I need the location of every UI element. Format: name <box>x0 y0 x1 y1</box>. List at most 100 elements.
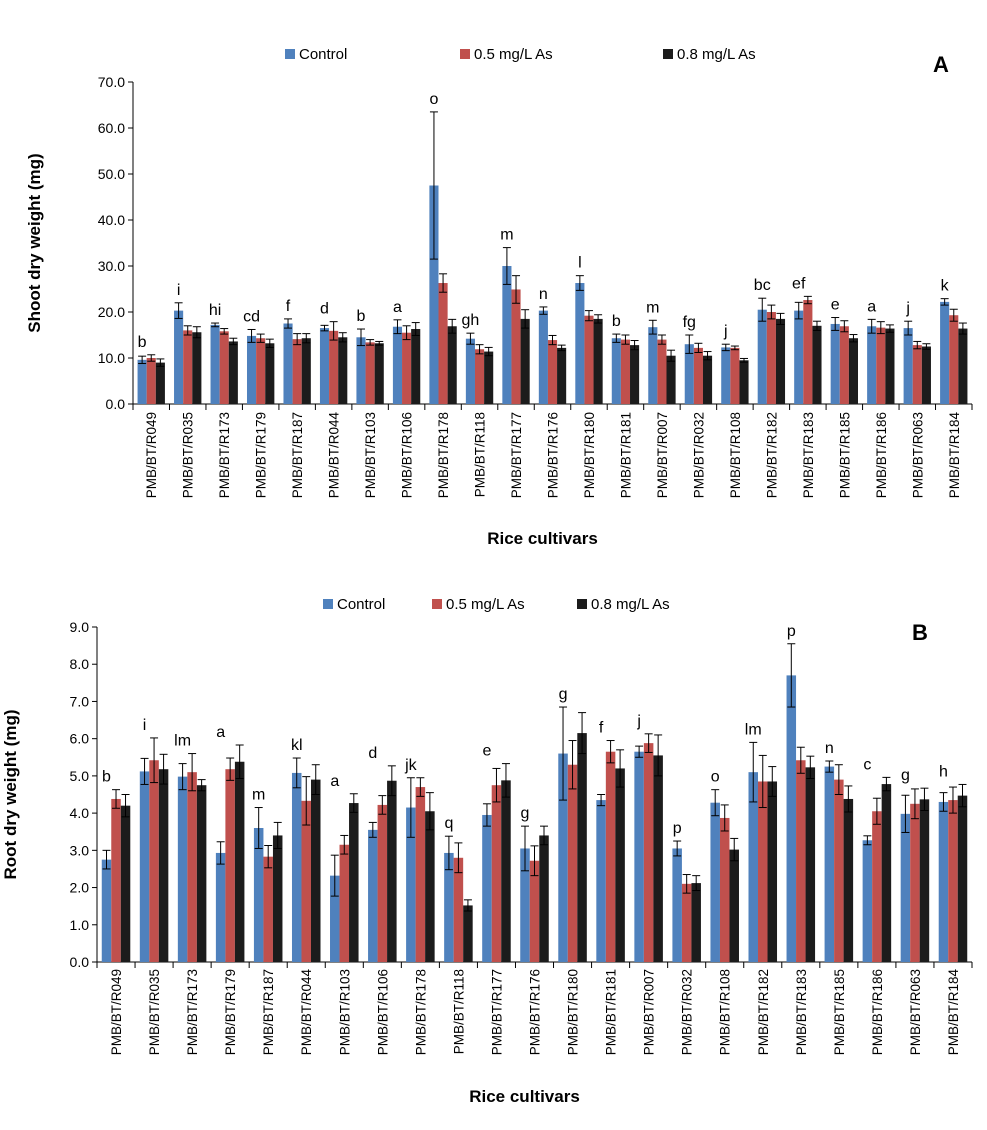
significance-letter: kl <box>291 737 303 754</box>
significance-letter: j <box>723 323 728 340</box>
y-tick-label: 2.0 <box>70 880 90 896</box>
bar <box>183 330 193 404</box>
y-tick-label: 10.0 <box>98 350 125 366</box>
bar <box>786 675 797 962</box>
x-tick-label: PMB/BT/R180 <box>566 969 581 1055</box>
bar <box>192 332 202 404</box>
bar <box>567 764 578 962</box>
bar <box>501 780 511 962</box>
bar <box>796 760 806 962</box>
x-tick-label: PMB/BT/R007 <box>642 969 657 1055</box>
significance-letter: g <box>559 686 568 703</box>
bar <box>253 828 264 962</box>
bar <box>830 323 840 404</box>
bar <box>196 785 207 962</box>
bar <box>748 772 759 962</box>
bar <box>210 324 220 404</box>
significance-letter: f <box>286 298 291 315</box>
bar <box>615 768 625 962</box>
bar <box>803 300 813 404</box>
x-tick-label: PMB/BT/R049 <box>109 969 124 1055</box>
x-tick-label: PMB/BT/R185 <box>837 412 852 498</box>
bar <box>149 760 159 962</box>
bar <box>502 266 512 404</box>
significance-letter: a <box>216 724 225 741</box>
x-tick-label: PMB/BT/R035 <box>147 969 162 1055</box>
bar <box>900 813 911 962</box>
bar <box>120 805 131 962</box>
bar <box>912 345 922 404</box>
legend-label: Control <box>299 46 347 63</box>
bar <box>272 835 283 962</box>
x-tick-label: PMB/BT/R186 <box>870 969 885 1055</box>
bar <box>215 852 226 962</box>
bar <box>885 328 895 404</box>
significance-letter: ef <box>792 275 806 292</box>
significance-letter: h <box>939 763 948 780</box>
chart-panel-a: Control 0.5 mg/L As 0.8 mg/L As A 0.0 10.0 20.… <box>25 46 973 548</box>
bar <box>938 801 949 962</box>
bar <box>520 318 530 404</box>
bar <box>377 804 388 962</box>
panel-label: A <box>933 52 949 77</box>
y-tick-label: 4.0 <box>70 805 90 821</box>
x-tick-label: PMB/BT/R007 <box>655 412 670 498</box>
significance-letter: m <box>500 227 513 244</box>
bar <box>392 326 403 404</box>
x-tick-label: PMB/BT/R063 <box>910 412 925 498</box>
bar <box>463 905 473 962</box>
significance-letter: f <box>599 720 604 737</box>
bar <box>666 355 676 404</box>
bar <box>444 852 454 962</box>
significance-letter: cd <box>243 308 260 325</box>
x-tick-label: PMB/BT/R118 <box>451 969 466 1054</box>
x-tick-label: PMB/BT/R186 <box>874 412 889 498</box>
bar <box>910 803 920 962</box>
bar <box>767 781 778 962</box>
bar <box>291 772 302 962</box>
x-tick-label: PMB/BT/R049 <box>144 412 159 498</box>
bar <box>187 772 197 962</box>
x-tick-label: PMB/BT/R182 <box>756 969 771 1055</box>
legend-swatch <box>663 49 673 59</box>
significance-letter: lm <box>745 721 762 738</box>
significance-letter: a <box>867 298 876 315</box>
significance-letter: d <box>368 745 377 762</box>
bar <box>957 795 968 962</box>
bar <box>265 343 275 404</box>
significance-letter: j <box>636 713 641 730</box>
bar <box>729 849 739 962</box>
x-tick-label: PMB/BT/R108 <box>718 969 733 1055</box>
bar <box>429 185 439 404</box>
bar <box>881 784 892 962</box>
x-tick-label: PMB/BT/R176 <box>546 412 561 498</box>
bar <box>634 751 644 962</box>
bar <box>529 860 540 962</box>
significance-letter: g <box>521 805 530 822</box>
significance-letter: hi <box>209 302 221 319</box>
bar <box>948 800 958 962</box>
x-axis-title: Rice cultivars <box>487 529 598 548</box>
significance-letter: p <box>787 623 796 640</box>
y-tick-label: 30.0 <box>98 258 125 274</box>
y-tick-label: 40.0 <box>98 212 125 228</box>
x-tick-label: PMB/BT/R178 <box>413 969 428 1055</box>
bar <box>263 856 273 962</box>
significance-letter: b <box>357 308 366 325</box>
bar <box>511 289 521 404</box>
y-axis-title: Shoot dry weight (mg) <box>25 153 44 332</box>
x-tick-label: PMB/BT/R179 <box>223 969 238 1055</box>
x-tick-label: PMB/BT/R187 <box>290 412 305 498</box>
x-tick-label: PMB/BT/R103 <box>363 412 378 498</box>
significance-letter: d <box>320 301 329 318</box>
bar <box>691 883 701 962</box>
significance-letter: m <box>646 299 659 316</box>
x-tick-label: PMB/BT/R063 <box>908 969 923 1055</box>
bar <box>620 339 631 404</box>
x-tick-label: PMB/BT/R177 <box>509 412 524 498</box>
bar <box>794 310 804 404</box>
bar <box>406 807 416 962</box>
bar <box>843 798 854 962</box>
bar <box>862 840 873 962</box>
significance-letter: g <box>901 767 910 784</box>
